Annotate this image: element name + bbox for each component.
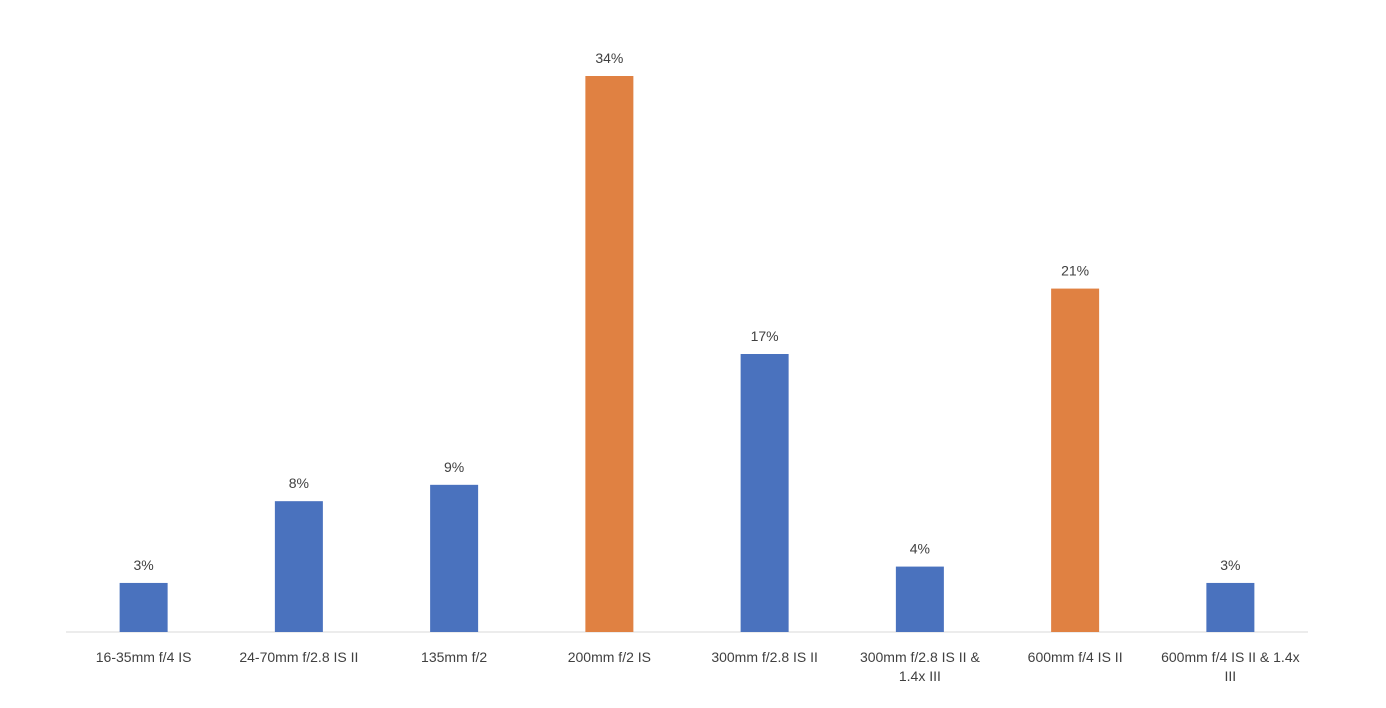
- data-label: 3%: [134, 557, 154, 573]
- bar: [119, 582, 168, 632]
- data-label: 4%: [910, 541, 930, 557]
- x-tick-label: 16-35mm f/4 IS: [95, 649, 192, 665]
- x-tick-label: 200mm f/2 IS: [567, 649, 651, 665]
- data-label: 8%: [289, 475, 309, 491]
- data-label: 3%: [1220, 557, 1240, 573]
- bar: [1206, 582, 1255, 632]
- bar: [430, 484, 479, 632]
- x-tick-label: 600mm f/4 IS II & 1.4x III: [1161, 649, 1300, 684]
- bar: [895, 566, 944, 632]
- data-label: 34%: [595, 50, 623, 66]
- x-tick-label: 135mm f/2: [421, 649, 488, 665]
- data-label: 21%: [1061, 263, 1089, 279]
- bar: [740, 354, 789, 632]
- data-label: 17%: [751, 328, 779, 344]
- x-tick-label: 300mm f/2.8 IS II: [711, 649, 818, 665]
- bar: [1051, 288, 1100, 632]
- x-tick-label: 600mm f/4 IS II: [1027, 649, 1123, 665]
- bar: [274, 501, 323, 632]
- bar: [585, 76, 634, 632]
- x-tick-label: 24-70mm f/2.8 IS II: [239, 649, 359, 665]
- x-tick-label: 300mm f/2.8 IS II & 1.4x III: [859, 649, 980, 684]
- data-label: 9%: [444, 459, 464, 475]
